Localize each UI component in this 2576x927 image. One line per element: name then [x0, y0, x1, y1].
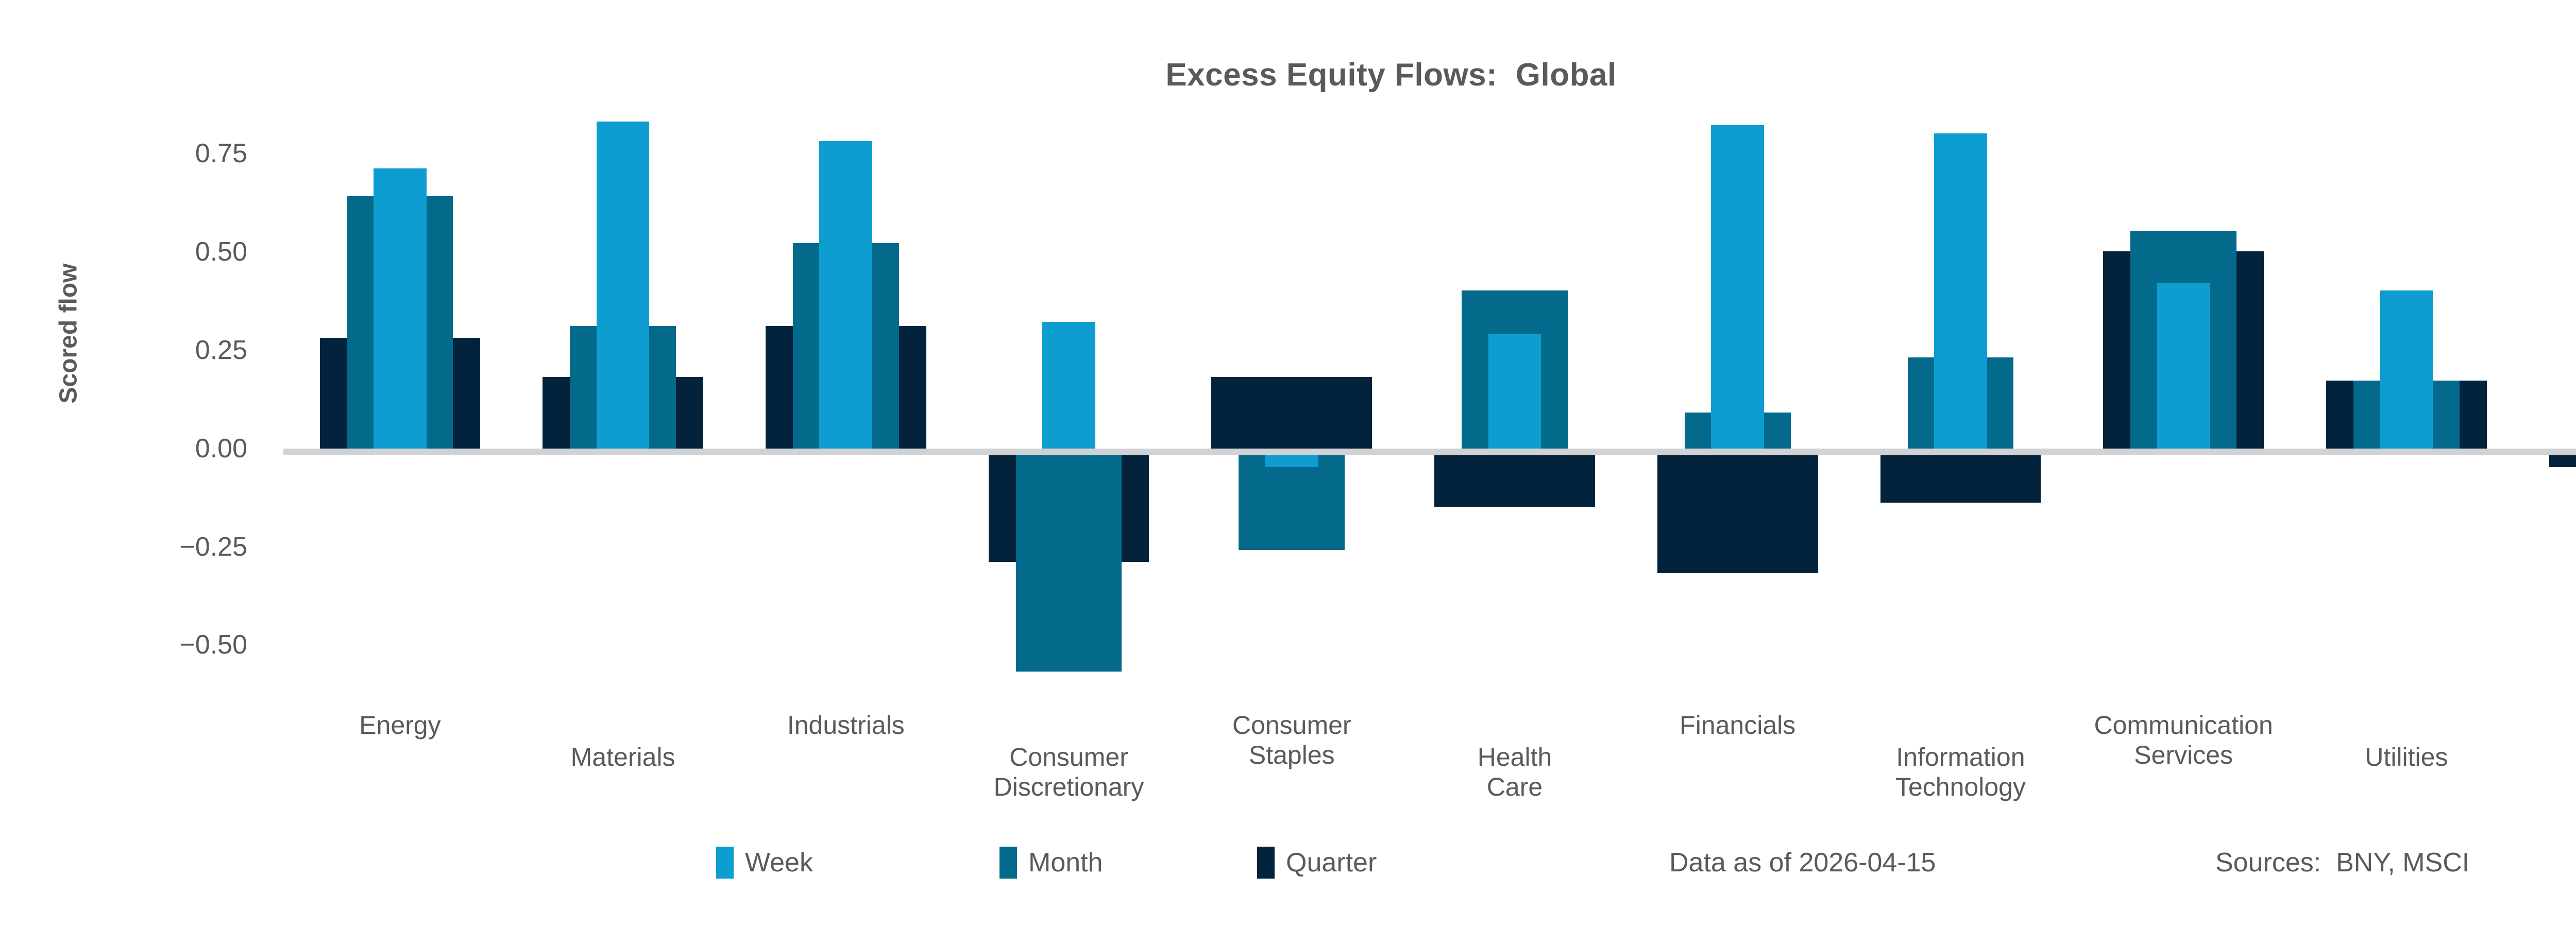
- bar: [2380, 290, 2433, 452]
- x-axis-label: Materials: [570, 743, 675, 771]
- bar: [1488, 333, 1541, 452]
- bar: [1211, 376, 1372, 452]
- data-as-of-note: Data as of 2026-04-15: [1669, 848, 1936, 878]
- bar: [1239, 451, 1345, 550]
- x-axis-label: Communication Services: [2094, 711, 2273, 769]
- bar: [1434, 451, 1595, 507]
- bar: [1711, 125, 1765, 452]
- x-axis-label: Information Technology: [1895, 743, 2026, 801]
- legend-label: Month: [1028, 848, 1103, 878]
- legend-label: Week: [745, 848, 813, 878]
- x-axis-label: Health Care: [1477, 743, 1552, 801]
- bar: [819, 141, 873, 452]
- bar: [596, 121, 650, 452]
- legend-swatch-icon: [999, 847, 1017, 879]
- x-axis-label: Energy: [359, 711, 441, 740]
- sources-note: Sources: BNY, MSCI: [2215, 848, 2470, 878]
- legend-item-quarter[interactable]: Quarter: [1257, 845, 1377, 881]
- x-axis-label: Industrials: [787, 711, 905, 740]
- y-axis-tick-label: −0.25: [179, 531, 247, 562]
- bar: [1657, 451, 1818, 574]
- legend-item-month[interactable]: Month: [999, 845, 1103, 881]
- y-axis-tick-label: −0.50: [179, 630, 247, 660]
- legend: Week Month Quarter: [0, 845, 2576, 896]
- bar: [1880, 451, 2041, 503]
- bar: [1934, 133, 1987, 452]
- y-axis-tick-label: 0.50: [195, 237, 247, 267]
- bar: [373, 168, 427, 452]
- bar: [2157, 282, 2210, 452]
- legend-label: Quarter: [1286, 848, 1377, 878]
- x-axis-label: Financials: [1680, 711, 1796, 740]
- x-axis-label: Consumer Staples: [1232, 711, 1351, 769]
- y-axis-tick-label: 0.00: [195, 433, 247, 464]
- page-title: Excess Equity Flows: Global: [1165, 57, 1617, 93]
- y-axis-tick-label: 0.75: [195, 139, 247, 169]
- zero-baseline: [283, 448, 2576, 455]
- legend-swatch-icon: [1257, 847, 1275, 879]
- x-axis-label: Consumer Discretionary: [993, 743, 1144, 801]
- bar: [1042, 322, 1095, 452]
- y-axis-tick-label: 0.25: [195, 335, 247, 366]
- legend-swatch-icon: [716, 847, 734, 879]
- legend-item-week[interactable]: Week: [716, 845, 813, 881]
- bar: [1015, 451, 1122, 672]
- x-axis-label: Utilities: [2365, 743, 2448, 771]
- x-axis-label: Real Estate: [2490, 711, 2576, 770]
- plot-area: 0.75 0.50 0.25 0.00 −0.25 −0.50 Energy Materia…: [179, 98, 2576, 801]
